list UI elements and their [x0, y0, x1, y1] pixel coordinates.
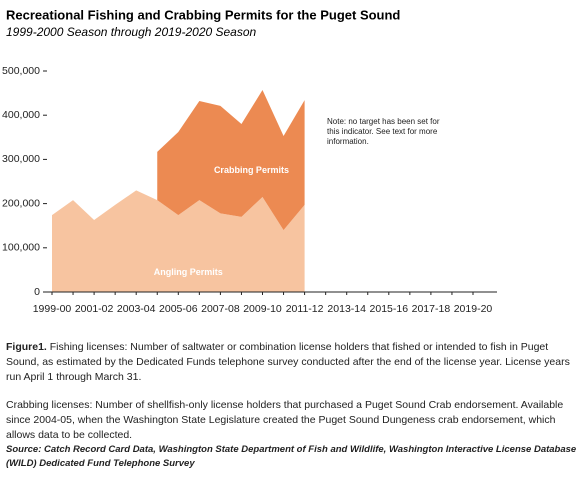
area-label: Crabbing Permits — [214, 165, 289, 175]
source: Source: Catch Record Card Data, Washingt… — [6, 444, 577, 469]
area — [52, 190, 305, 292]
crab-text: Crabbing licenses: Number of shellfish-o… — [6, 399, 564, 441]
chart: Recreational Fishing and Crabbing Permit… — [2, 7, 497, 315]
caption-text: Figure1. Fishing licenses: Number of sal… — [6, 340, 578, 385]
x-tick-label: 2009-10 — [243, 303, 282, 315]
x-tick-label: 2003-04 — [117, 303, 156, 315]
x-tick-label: 2013-14 — [327, 303, 366, 315]
chart-subtitle: 1999-2000 Season through 2019-2020 Seaso… — [6, 25, 257, 39]
x-tick-label: 2005-06 — [159, 303, 198, 315]
figure-label: Figure1. — [6, 341, 47, 353]
x-tick-label: 2015-16 — [370, 303, 409, 315]
chart-title: Recreational Fishing and Crabbing Permit… — [6, 7, 400, 22]
x-tick-label: 2001-02 — [75, 303, 114, 315]
annotation: Note: no target has been set for this in… — [327, 117, 440, 146]
caption-body: Fishing licenses: Number of saltwater or… — [6, 341, 570, 383]
y-tick-label: 100,000 — [2, 242, 40, 254]
x-tick-label: 1999-00 — [33, 303, 72, 315]
y-tick-label: 500,000 — [2, 65, 40, 77]
y-tick-label: 0 — [34, 286, 40, 298]
caption: Figure1. Fishing licenses: Number of sal… — [6, 340, 578, 471]
y-tick-label: 400,000 — [2, 109, 40, 121]
x-tick-label: 2019-20 — [454, 303, 493, 315]
area-label: Angling Permits — [154, 267, 223, 277]
x-tick-label: 2017-18 — [412, 303, 451, 315]
area — [157, 90, 305, 231]
caption-crab: Crabbing licenses: Number of shellfish-o… — [6, 398, 578, 471]
y-tick-label: 300,000 — [2, 153, 40, 165]
x-tick-label: 2007-08 — [201, 303, 240, 315]
x-tick-label: 2011-12 — [286, 303, 324, 315]
y-tick-label: 200,000 — [2, 197, 40, 209]
